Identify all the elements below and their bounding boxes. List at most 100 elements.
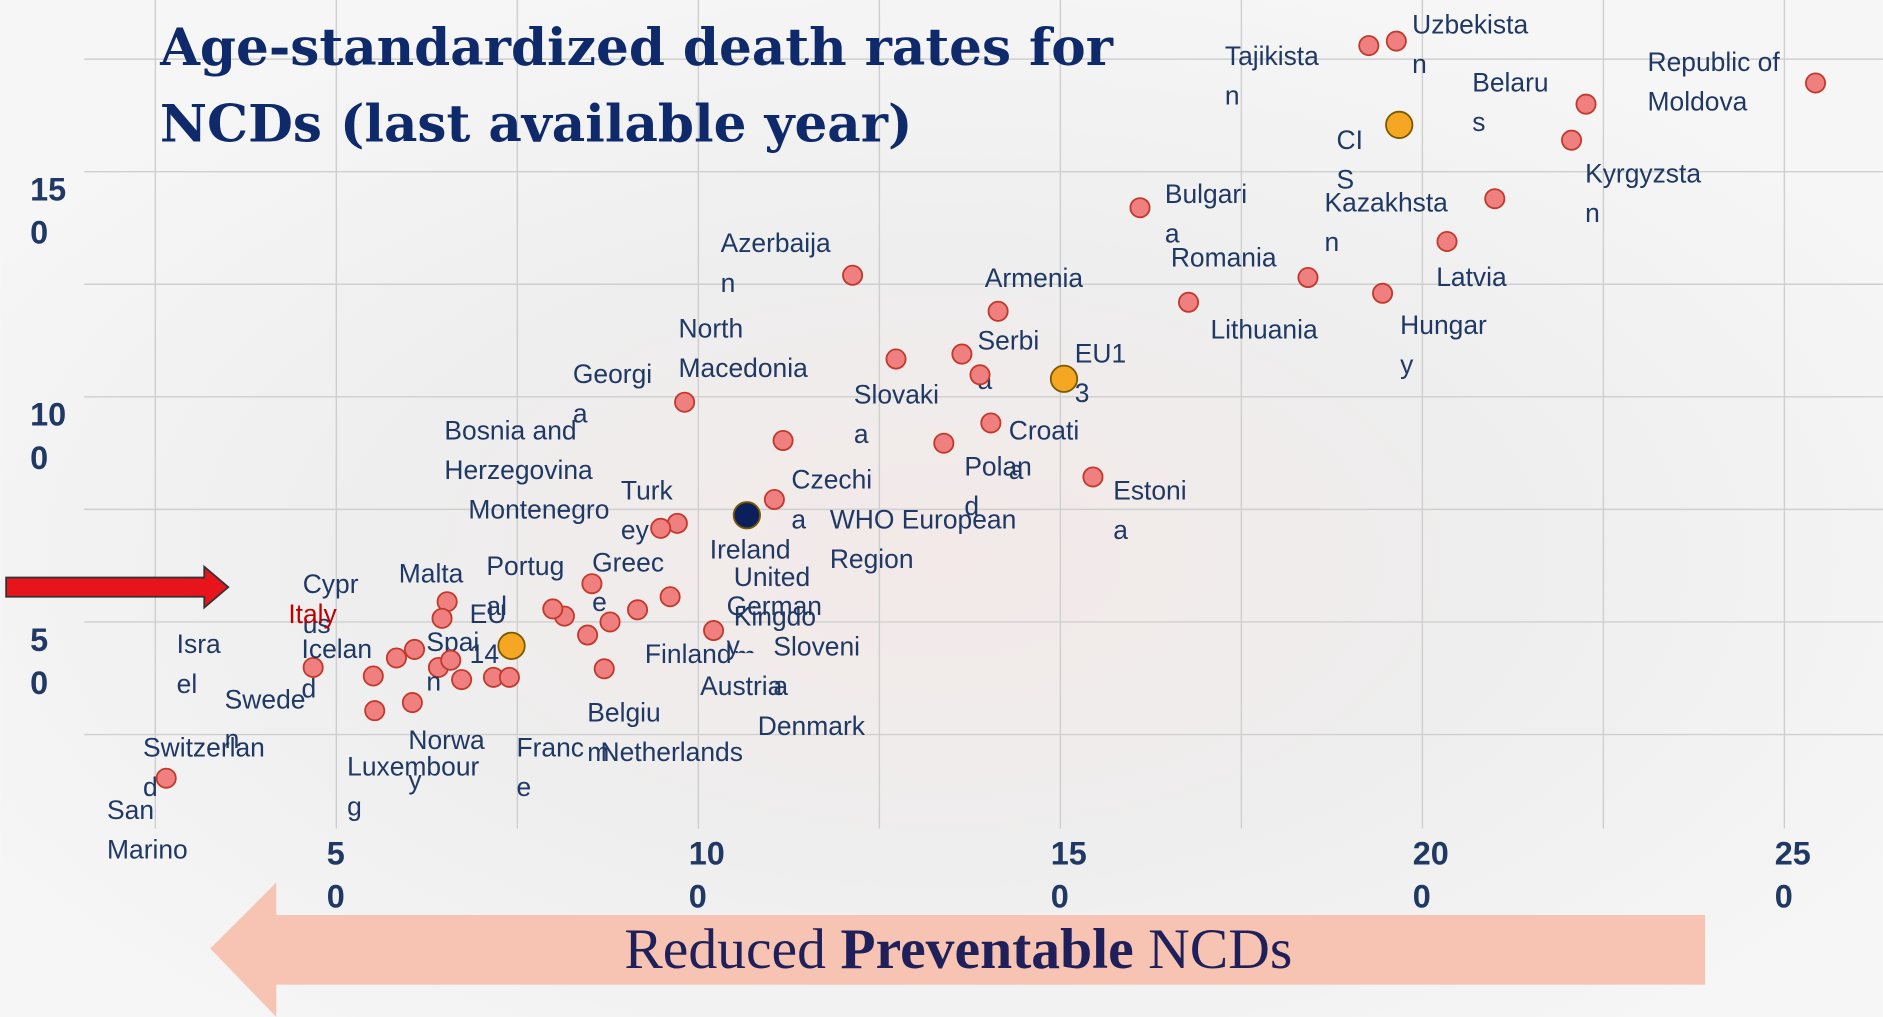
data-point bbox=[1385, 110, 1414, 139]
data-point bbox=[302, 656, 324, 678]
x-tick-label: 20 0 bbox=[1413, 836, 1449, 915]
point-label: Estonia bbox=[1113, 475, 1187, 546]
point-label: Belarus bbox=[1472, 67, 1549, 137]
point-label: Slovakia bbox=[853, 379, 940, 450]
point-label: Tajikistan bbox=[1224, 40, 1319, 111]
point-label-box: Sweden bbox=[225, 684, 306, 754]
data-point bbox=[362, 665, 384, 687]
data-point bbox=[431, 607, 453, 629]
point-label: United Kingdom bbox=[733, 561, 817, 653]
point-label-box: Switzerland bbox=[143, 732, 265, 803]
x-tick-label: 25 0 bbox=[1775, 836, 1811, 915]
data-point bbox=[577, 624, 599, 646]
point-label-box: Uzbekistan bbox=[1412, 9, 1529, 80]
point-label-box: Slovakia bbox=[853, 379, 940, 450]
point-label-box: Lithuania bbox=[1210, 314, 1318, 345]
point-label-box: Cyprus bbox=[303, 569, 359, 639]
data-point bbox=[659, 586, 681, 608]
point-label: Georgia bbox=[572, 359, 653, 429]
point-label: Montenegro bbox=[468, 494, 610, 525]
data-point bbox=[1082, 466, 1104, 488]
data-point bbox=[1372, 282, 1394, 304]
point-label: Malta bbox=[398, 558, 464, 589]
tick-part: 5 bbox=[327, 836, 345, 872]
point-label-box: Czechia bbox=[791, 465, 872, 535]
data-point bbox=[498, 666, 520, 688]
tick-part: 0 bbox=[30, 215, 48, 251]
point-label: EU13 bbox=[1074, 338, 1127, 409]
point-label: Latvia bbox=[1436, 261, 1507, 292]
point-label-box: San Marino bbox=[107, 795, 188, 865]
point-label: Italy bbox=[288, 599, 337, 630]
marks: Tajikistan Uzbekistan Republic of Moldova B… bbox=[107, 9, 1827, 865]
data-point bbox=[385, 647, 407, 669]
data-point bbox=[1436, 230, 1458, 252]
point-label: Republic of Moldova bbox=[1647, 46, 1780, 117]
point-label-box: Malta bbox=[398, 558, 464, 589]
point-label: Greece bbox=[592, 547, 665, 618]
point-label: France bbox=[516, 732, 584, 803]
point-label-box: Hungary bbox=[1400, 310, 1487, 380]
tick-part: 0 bbox=[689, 879, 707, 915]
footer-text: Reduced Preventable NCDs bbox=[624, 918, 1292, 981]
data-point bbox=[650, 517, 672, 539]
tick-part: 0 bbox=[1413, 879, 1431, 915]
point-label: Turkey bbox=[620, 475, 673, 546]
data-point bbox=[933, 432, 955, 454]
point-label-box: Denmark bbox=[757, 710, 865, 741]
chart-title: Age-standardized death rates for NCDs (l… bbox=[159, 18, 1113, 155]
point-label: Iceland bbox=[301, 633, 373, 704]
tick-part: 10 bbox=[689, 836, 725, 872]
point-label-box: Kazakhstan bbox=[1325, 187, 1448, 257]
data-point bbox=[1561, 129, 1583, 151]
point-label: Serbia bbox=[977, 325, 1040, 395]
point-label: Switzerland bbox=[143, 732, 265, 803]
tick-part: 25 bbox=[1775, 836, 1811, 872]
data-point bbox=[364, 700, 386, 722]
data-point bbox=[951, 343, 973, 365]
tick-part: 0 bbox=[1051, 879, 1069, 915]
point-label-box: Azerbaijan bbox=[721, 228, 831, 298]
point-label: Bulgaria bbox=[1164, 178, 1248, 249]
point-label: Croatia bbox=[1008, 415, 1080, 486]
point-label: Slovenia bbox=[773, 631, 861, 702]
data-point bbox=[542, 598, 564, 620]
point-label-box: Luxembourg bbox=[347, 752, 479, 822]
point-label-box: Croatia bbox=[1008, 415, 1080, 486]
title-box: Age-standardized death rates for NCDs (l… bbox=[159, 18, 1113, 155]
data-point bbox=[497, 631, 526, 660]
y-tick-label: 10 0 bbox=[30, 397, 66, 476]
point-label-box: EU13 bbox=[1074, 338, 1127, 409]
data-point bbox=[404, 638, 426, 660]
data-point bbox=[1575, 93, 1597, 115]
point-label-box: EU14 bbox=[470, 599, 507, 669]
point-label-box: Latvia bbox=[1436, 261, 1507, 292]
point-label-box: Austria bbox=[700, 671, 782, 701]
point-label-box: Belarus bbox=[1472, 67, 1549, 137]
point-label: Uzbekistan bbox=[1412, 9, 1529, 80]
tick-part: 0 bbox=[327, 879, 345, 915]
point-label-box: Serbia bbox=[977, 325, 1040, 395]
data-point bbox=[1484, 188, 1506, 210]
point-label-box: Greece bbox=[592, 547, 665, 618]
tick-part: 0 bbox=[30, 665, 48, 701]
tick-part: 0 bbox=[1775, 879, 1793, 915]
data-point bbox=[763, 488, 785, 511]
point-label-box: Romania bbox=[1170, 242, 1277, 273]
point-label-box: Armenia bbox=[985, 263, 1083, 293]
point-label: Lithuania bbox=[1210, 314, 1318, 345]
point-label: Israel bbox=[176, 629, 221, 699]
point-label: Denmark bbox=[757, 710, 865, 741]
point-label-box: Bosnia and Herzegovina bbox=[444, 415, 592, 485]
point-label-box: WHO European Region bbox=[830, 504, 1016, 574]
point-label: Romania bbox=[1170, 242, 1277, 273]
data-point bbox=[842, 264, 864, 286]
data-point bbox=[1385, 30, 1407, 52]
point-label-box: Finland bbox=[645, 639, 732, 669]
data-point bbox=[155, 767, 177, 789]
tick-part: 10 bbox=[30, 397, 66, 433]
